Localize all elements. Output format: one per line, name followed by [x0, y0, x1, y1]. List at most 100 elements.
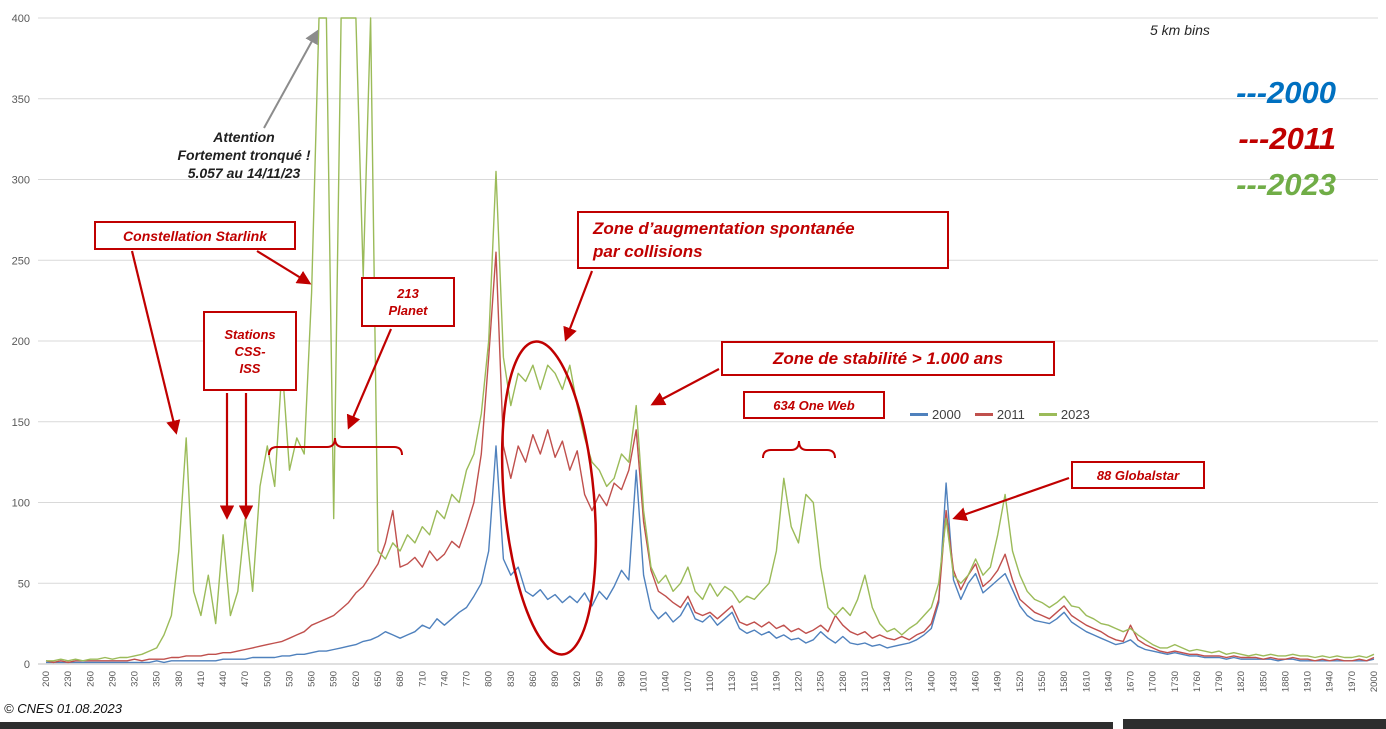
- x-tick-label-1730: 1730: [1170, 671, 1181, 692]
- chart-legend: 2000 2011 2023: [910, 407, 1090, 422]
- x-tick-label-320: 320: [130, 671, 141, 687]
- x-tick-label-260: 260: [85, 671, 96, 687]
- y-tick-label-400: 400: [12, 13, 30, 25]
- legend-swatch-2023: [1038, 413, 1057, 416]
- x-tick-label-1550: 1550: [1037, 671, 1048, 692]
- x-tick-label-1580: 1580: [1059, 671, 1070, 692]
- large-legend-2011: ---2011: [1238, 121, 1336, 156]
- x-tick-label-530: 530: [284, 671, 295, 687]
- x-tick-label-500: 500: [262, 671, 273, 687]
- series-line-2011: [45, 251, 1375, 664]
- x-tick-label-290: 290: [107, 671, 118, 687]
- x-tick-label-1070: 1070: [683, 671, 694, 692]
- attention-line-2: Fortement tronqué !: [177, 147, 311, 163]
- x-tick-label-230: 230: [63, 671, 74, 687]
- legend-label-2023: 2023: [1060, 407, 1090, 422]
- x-tick-label-200: 200: [41, 671, 52, 687]
- screen-edge-strip-left: [0, 722, 1113, 729]
- x-tick-label-980: 980: [616, 671, 627, 687]
- x-tick-label-470: 470: [240, 671, 251, 687]
- x-tick-label-1610: 1610: [1081, 671, 1092, 692]
- x-tick-label-920: 920: [572, 671, 583, 687]
- zone-augmentation-line-1: Zone d’augmentation spontanée: [593, 219, 855, 238]
- series-line-2023: [46, 17, 1375, 662]
- x-tick-label-1100: 1100: [705, 671, 716, 691]
- stations-line-2: CSS-: [234, 343, 266, 359]
- stations-line-3: ISS: [239, 360, 261, 376]
- x-tick-label-800: 800: [484, 671, 495, 687]
- x-tick-label-1310: 1310: [860, 671, 871, 692]
- x-tick-label-1280: 1280: [838, 671, 849, 692]
- x-tick-label-1220: 1220: [794, 671, 805, 692]
- y-tick-label-0: 0: [24, 659, 30, 671]
- x-tick-label-1820: 1820: [1236, 671, 1247, 692]
- x-tick-label-680: 680: [395, 671, 406, 687]
- bin-size-label: 5 km bins: [1150, 22, 1210, 38]
- x-tick-label-740: 740: [439, 671, 450, 687]
- x-tick-label-1700: 1700: [1148, 671, 1159, 692]
- x-tick-label-890: 890: [550, 671, 561, 687]
- y-tick-label-350: 350: [12, 94, 30, 106]
- copyright-label: © CNES 01.08.2023: [4, 701, 122, 716]
- x-tick-label-1430: 1430: [948, 671, 959, 692]
- oneweb-annotation-box: 634 One Web: [743, 391, 885, 419]
- planet-line-2: Planet: [388, 303, 428, 318]
- x-tick-label-1250: 1250: [816, 671, 827, 692]
- x-tick-label-860: 860: [528, 671, 539, 687]
- y-tick-label-150: 150: [12, 417, 30, 429]
- x-tick-label-620: 620: [351, 671, 362, 687]
- legend-item-2011: 2011: [974, 407, 1025, 422]
- attention-line-1: Attention: [213, 129, 275, 145]
- planet-annotation-box: 213 Planet: [361, 277, 455, 327]
- y-tick-label-300: 300: [12, 175, 30, 187]
- zone-augmentation-line-2: par collisions: [593, 242, 703, 261]
- x-tick-label-590: 590: [329, 671, 340, 687]
- large-legend: ---2000 ---2011 ---2023: [1236, 70, 1336, 208]
- legend-swatch-2000: [910, 413, 928, 416]
- x-tick-label-1760: 1760: [1192, 671, 1203, 692]
- x-tick-label-1970: 1970: [1347, 671, 1358, 692]
- starlink-label: Constellation Starlink: [123, 227, 267, 244]
- x-tick-label-1910: 1910: [1303, 671, 1314, 692]
- x-tick-label-1400: 1400: [926, 671, 937, 692]
- zone-stabilite-box: Zone de stabilité > 1.000 ans: [721, 341, 1055, 376]
- x-tick-label-1340: 1340: [882, 671, 893, 692]
- x-tick-label-1130: 1130: [727, 671, 738, 691]
- attention-note: Attention Fortement tronqué ! 5.057 au 1…: [148, 128, 340, 182]
- x-tick-label-1850: 1850: [1258, 671, 1269, 692]
- x-tick-label-1940: 1940: [1325, 671, 1336, 692]
- x-tick-label-410: 410: [196, 671, 207, 687]
- legend-label-2000: 2000: [932, 407, 961, 422]
- y-tick-label-250: 250: [12, 255, 30, 267]
- zone-augmentation-box: Zone d’augmentation spontanée par collis…: [577, 211, 949, 269]
- x-tick-label-2000: 2000: [1369, 671, 1380, 692]
- globalstar-annotation-box: 88 Globalstar: [1071, 461, 1205, 489]
- y-tick-label-200: 200: [12, 336, 30, 348]
- stations-annotation-box: Stations CSS- ISS: [203, 311, 297, 391]
- screen-edge-strip-right: [1123, 719, 1386, 729]
- legend-label-2011: 2011: [996, 407, 1025, 422]
- series-line-2000: [46, 445, 1375, 664]
- x-tick-label-1010: 1010: [639, 671, 650, 692]
- x-tick-label-1190: 1190: [771, 671, 782, 691]
- x-tick-label-950: 950: [594, 671, 605, 687]
- legend-item-2000: 2000: [910, 407, 961, 422]
- x-tick-label-1160: 1160: [749, 671, 760, 691]
- x-tick-label-1460: 1460: [971, 671, 982, 692]
- x-tick-label-650: 650: [373, 671, 384, 687]
- x-tick-label-380: 380: [174, 671, 185, 687]
- x-tick-label-1490: 1490: [993, 671, 1004, 692]
- x-tick-label-710: 710: [417, 671, 428, 687]
- x-tick-label-560: 560: [307, 671, 318, 687]
- x-tick-label-350: 350: [152, 671, 163, 687]
- x-tick-label-830: 830: [506, 671, 517, 687]
- large-legend-2023: ---2023: [1236, 167, 1336, 202]
- x-tick-label-1670: 1670: [1126, 671, 1137, 692]
- x-tick-label-1370: 1370: [904, 671, 915, 692]
- oneweb-label: 634 One Web: [773, 397, 855, 413]
- y-tick-label-50: 50: [18, 578, 30, 590]
- attention-line-3: 5.057 au 14/11/23: [187, 165, 301, 181]
- x-tick-label-440: 440: [218, 671, 229, 687]
- globalstar-label: 88 Globalstar: [1096, 467, 1180, 483]
- x-tick-label-1790: 1790: [1214, 671, 1225, 692]
